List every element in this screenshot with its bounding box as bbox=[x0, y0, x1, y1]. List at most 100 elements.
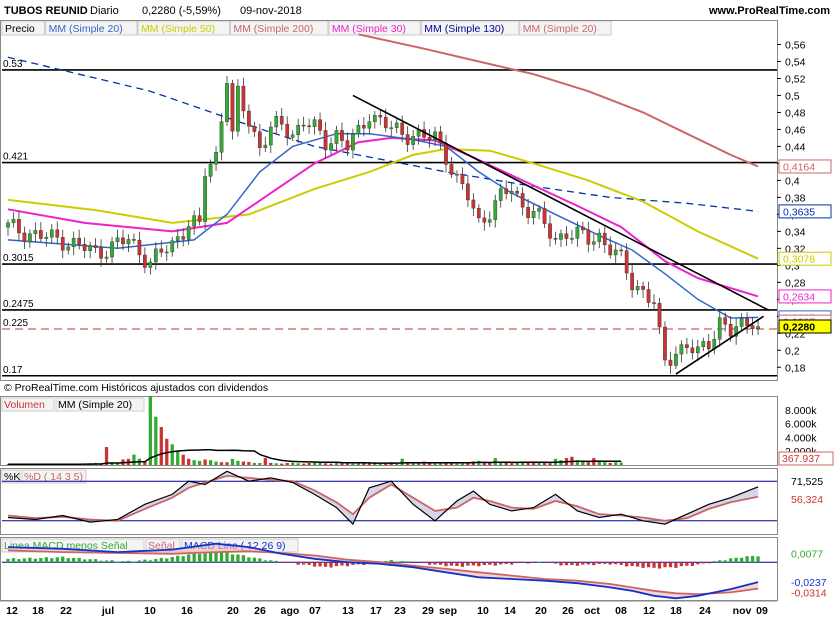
macd-hist-bar-positive bbox=[154, 558, 158, 563]
candle-down bbox=[630, 272, 634, 291]
macd-hist-bar-negative bbox=[597, 562, 601, 564]
candle-down bbox=[400, 122, 405, 135]
macd-hist-bar-negative bbox=[575, 562, 580, 566]
candle-up bbox=[71, 237, 76, 247]
macd-hist-bar-positive bbox=[192, 553, 196, 563]
volume-bar-down bbox=[329, 463, 333, 465]
candle-down bbox=[657, 302, 662, 328]
candle-down bbox=[301, 124, 306, 127]
candle-down bbox=[60, 237, 65, 251]
macd-hist-bar-negative bbox=[510, 562, 514, 565]
legend-item-label: Precio bbox=[5, 23, 35, 35]
candle-up bbox=[115, 237, 120, 242]
macd-hist-bar-negative bbox=[652, 562, 656, 568]
volume-bar-down bbox=[548, 463, 552, 465]
candle-down bbox=[93, 245, 98, 248]
stochastic-panel: %K %D ( 14 3 5) 71,525 56,324 bbox=[0, 468, 823, 535]
macd-hist-bar-negative bbox=[668, 562, 673, 568]
volume-bar-up bbox=[334, 462, 339, 465]
volume-bar-up bbox=[619, 462, 623, 465]
date-tick-label: 10 bbox=[144, 605, 156, 617]
candle-up bbox=[170, 240, 175, 253]
macd-hist-bar-negative bbox=[416, 562, 421, 563]
candle-up bbox=[734, 326, 738, 337]
candle-down bbox=[652, 302, 656, 304]
macd-hist-bar-positive bbox=[247, 557, 251, 563]
candle-down bbox=[564, 233, 569, 239]
candle-up bbox=[351, 133, 355, 151]
macd-hist-bar-negative bbox=[460, 562, 465, 567]
candle-down bbox=[745, 318, 749, 326]
macd-hist-bar-positive bbox=[745, 556, 749, 563]
candle-down bbox=[602, 232, 607, 246]
volume-bar-down bbox=[187, 458, 191, 465]
date-tick-label: 10 bbox=[477, 605, 489, 617]
volume-bar-down bbox=[143, 461, 147, 465]
candle-down bbox=[230, 83, 235, 132]
price-badge-label: 0,2280 bbox=[783, 321, 815, 333]
macd-hist-bar-positive bbox=[11, 558, 16, 563]
volume-bar-down bbox=[159, 427, 163, 465]
volume-bar-up bbox=[291, 462, 295, 465]
macd-hist-bar-negative bbox=[641, 562, 645, 568]
macd-hist-bar-positive bbox=[274, 560, 278, 563]
candle-down bbox=[55, 229, 60, 238]
candle-up bbox=[394, 122, 399, 128]
price-tick-label: 0,48 bbox=[785, 107, 806, 119]
horizontal-level-label: 0.421 bbox=[3, 152, 28, 163]
macd-hist-bar-negative bbox=[477, 562, 481, 567]
candle-down bbox=[553, 238, 558, 240]
volume-bar-down bbox=[510, 463, 514, 465]
macd-hist-bar-negative bbox=[603, 562, 607, 564]
price-tick-label: 0,46 bbox=[785, 124, 806, 136]
macd-hist-bar-negative bbox=[570, 562, 574, 566]
date-tick-label: jul bbox=[101, 605, 114, 617]
volume-bar-down bbox=[225, 462, 229, 465]
candle-down bbox=[340, 130, 344, 141]
candle-down bbox=[668, 359, 673, 366]
macd-hist-bar-positive bbox=[17, 559, 21, 563]
candle-up bbox=[312, 119, 317, 127]
candle-up bbox=[575, 226, 580, 239]
macd-hist-bar-negative bbox=[296, 562, 300, 565]
date-tick-label: 08 bbox=[615, 605, 627, 617]
candle-down bbox=[22, 232, 27, 243]
candle-down bbox=[143, 254, 147, 268]
candle-up bbox=[208, 164, 213, 177]
site-label[interactable]: www.ProRealTime.com bbox=[708, 5, 830, 17]
candle-up bbox=[236, 85, 240, 132]
macd-hist-bar-positive bbox=[159, 557, 163, 563]
candle-up bbox=[274, 116, 279, 128]
volume-bar-down bbox=[263, 458, 267, 465]
candle-up bbox=[153, 248, 158, 263]
volume-bar-up bbox=[132, 454, 136, 465]
volume-tick-label: 4.000k bbox=[785, 432, 817, 444]
date-axis: 12 18 22 jul 10 16 20 26 ago 07 13 17 23 29 sep 10 14 20 2… bbox=[0, 600, 777, 617]
date-tick-label: nov bbox=[733, 605, 752, 617]
volume-bar-down bbox=[269, 462, 273, 465]
candle-down bbox=[641, 286, 645, 290]
candle-down bbox=[515, 191, 520, 194]
volume-last-label: 367.937 bbox=[782, 453, 820, 465]
candle-up bbox=[717, 317, 722, 340]
macd-hist-bar-positive bbox=[121, 561, 125, 563]
volume-bar-up bbox=[351, 463, 355, 465]
volume-bar-up bbox=[603, 462, 607, 465]
volume-tick-label: 8.000k bbox=[785, 405, 817, 417]
volume-bar-up bbox=[176, 451, 180, 465]
macd-hist-bar-negative bbox=[312, 562, 317, 567]
candle-down bbox=[750, 325, 755, 329]
price-badge-box bbox=[778, 251, 832, 266]
macd-hist-bar-positive bbox=[126, 560, 131, 563]
candle-up bbox=[290, 134, 295, 138]
stochastic-series-box bbox=[21, 469, 87, 484]
candle-down bbox=[526, 207, 530, 219]
volume-bar-up bbox=[400, 458, 404, 465]
volume-bar-up bbox=[614, 462, 618, 465]
volume-bar-down bbox=[323, 463, 328, 465]
volume-indicator-label: MM (Simple 20) bbox=[58, 399, 132, 411]
volume-panel-frame bbox=[0, 396, 778, 466]
volume-bar-down bbox=[219, 462, 224, 465]
macd-hist-bar-negative bbox=[499, 562, 503, 565]
volume-bar-down bbox=[488, 462, 492, 465]
